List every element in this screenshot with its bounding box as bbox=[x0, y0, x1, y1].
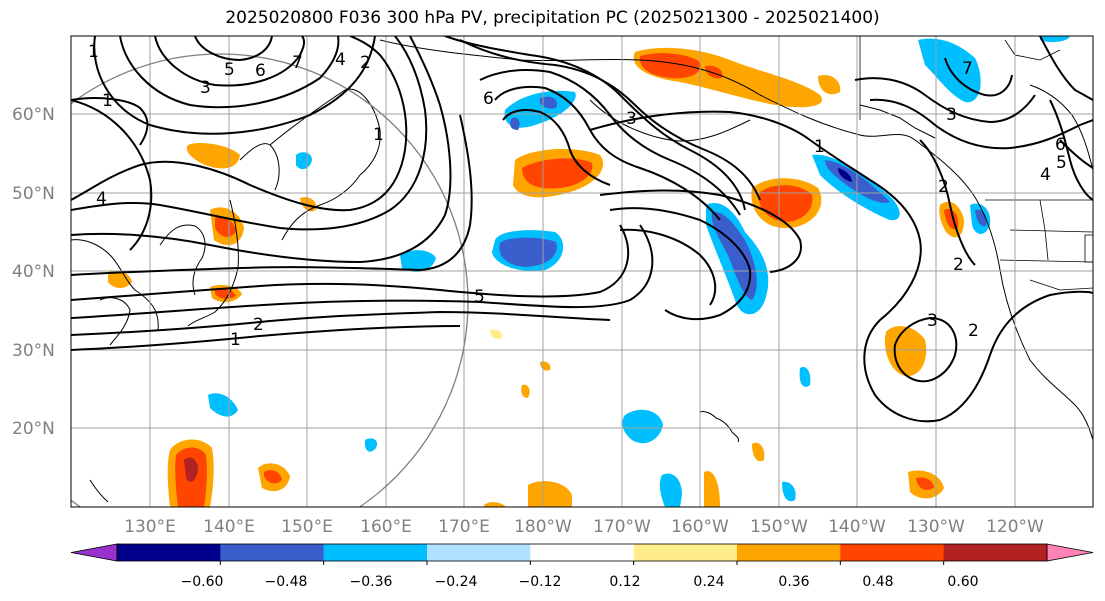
pv-contours bbox=[71, 36, 1093, 423]
colorbar-tick: −0.12 bbox=[519, 574, 562, 590]
colorbar-segment bbox=[427, 544, 531, 561]
contour-label: 1 bbox=[230, 330, 241, 350]
colorbar-tick: 0.48 bbox=[862, 574, 893, 590]
contour-label: 4 bbox=[335, 50, 346, 70]
contour-label: 3 bbox=[927, 311, 938, 331]
contour-label: 3 bbox=[200, 78, 211, 98]
lon-label: 130°E bbox=[124, 517, 176, 537]
lat-label: 30°N bbox=[12, 341, 55, 361]
contour-label: 2 bbox=[938, 177, 949, 197]
lon-label: 160°W bbox=[671, 517, 729, 537]
contour-label: 2 bbox=[360, 53, 371, 73]
colorbar-extend-low bbox=[70, 543, 118, 562]
colorbar-tick: −0.24 bbox=[435, 574, 478, 590]
contour-label: 5 bbox=[474, 287, 485, 307]
colorbar-tick: −0.36 bbox=[350, 574, 393, 590]
lon-label: 180°W bbox=[514, 517, 572, 537]
colorbar-segment bbox=[737, 544, 841, 561]
lon-label: 120°W bbox=[986, 517, 1044, 537]
lat-label: 40°N bbox=[12, 262, 55, 282]
lat-label: 20°N bbox=[12, 419, 55, 439]
colorbar-segment bbox=[220, 544, 325, 561]
lon-label: 130°W bbox=[907, 517, 965, 537]
colorbar-frame bbox=[116, 543, 1048, 562]
contour-label: 5 bbox=[224, 60, 235, 80]
negative-precip-areas bbox=[208, 36, 1070, 507]
colorbar-segment bbox=[530, 544, 635, 561]
colorbar-tick: 0.24 bbox=[693, 574, 724, 590]
map-title: 2025020800 F036 300 hPa PV, precipitatio… bbox=[225, 8, 880, 28]
contour-label: 6 bbox=[483, 89, 494, 109]
colorbar-tick: 0.12 bbox=[609, 574, 640, 590]
contour-label: 1 bbox=[102, 91, 113, 111]
colorbar-tick: −0.48 bbox=[265, 574, 308, 590]
colorbar-segment bbox=[117, 544, 221, 561]
contour-label: 3 bbox=[946, 105, 957, 125]
contour-label: 3 bbox=[626, 109, 637, 129]
lon-label: 140°W bbox=[828, 517, 886, 537]
colorbar-segment bbox=[323, 544, 428, 561]
contour-label: 1 bbox=[88, 42, 99, 62]
contour-label: 7 bbox=[292, 53, 303, 73]
lon-label: 160°E bbox=[360, 517, 412, 537]
contour-label: 2 bbox=[253, 315, 264, 335]
contour-label: 6 bbox=[255, 61, 266, 81]
contour-label: 2 bbox=[968, 321, 979, 341]
colorbar-extend-high bbox=[1046, 543, 1094, 562]
colorbar-segment bbox=[943, 544, 1048, 561]
map-frame bbox=[70, 35, 1094, 508]
lon-label: 170°E bbox=[438, 517, 490, 537]
colorbar-tick-labels: −0.60 −0.48 −0.36 −0.24 −0.12 0.12 0.24 … bbox=[181, 574, 979, 590]
contour-label: 6 bbox=[1055, 135, 1066, 155]
lon-label: 140°E bbox=[203, 517, 255, 537]
colorbar-tick: 0.60 bbox=[947, 574, 978, 590]
lat-label: 60°N bbox=[12, 105, 55, 125]
colorbar-tick: 0.36 bbox=[778, 574, 809, 590]
lon-label: 170°W bbox=[593, 517, 651, 537]
colorbar-tick: −0.60 bbox=[181, 574, 224, 590]
contour-label: 5 bbox=[1056, 153, 1067, 173]
colorbar bbox=[70, 543, 1094, 565]
contour-label: 4 bbox=[96, 189, 107, 209]
contour-labels: 1 4 2 1 5 3 5 6 7 4 2 1 1 6 3 1 2 2 3 2 … bbox=[88, 42, 1067, 350]
positive-precip-areas bbox=[108, 47, 964, 507]
colorbar-segment bbox=[840, 544, 945, 561]
longitude-labels: 130°E 140°E 150°E 160°E 170°E 180°W 170°… bbox=[124, 517, 1044, 537]
contour-label: 4 bbox=[1040, 165, 1051, 185]
contour-label: 1 bbox=[814, 137, 825, 157]
contour-label: 2 bbox=[953, 255, 964, 275]
lat-label: 50°N bbox=[12, 184, 55, 204]
lon-label: 150°E bbox=[281, 517, 333, 537]
lon-label: 150°W bbox=[750, 517, 808, 537]
colorbar-segment bbox=[633, 544, 738, 561]
contour-label: 1 bbox=[373, 125, 384, 145]
contour-label: 7 bbox=[962, 59, 973, 79]
latitude-labels: 60°N 50°N 40°N 30°N 20°N bbox=[12, 105, 55, 439]
